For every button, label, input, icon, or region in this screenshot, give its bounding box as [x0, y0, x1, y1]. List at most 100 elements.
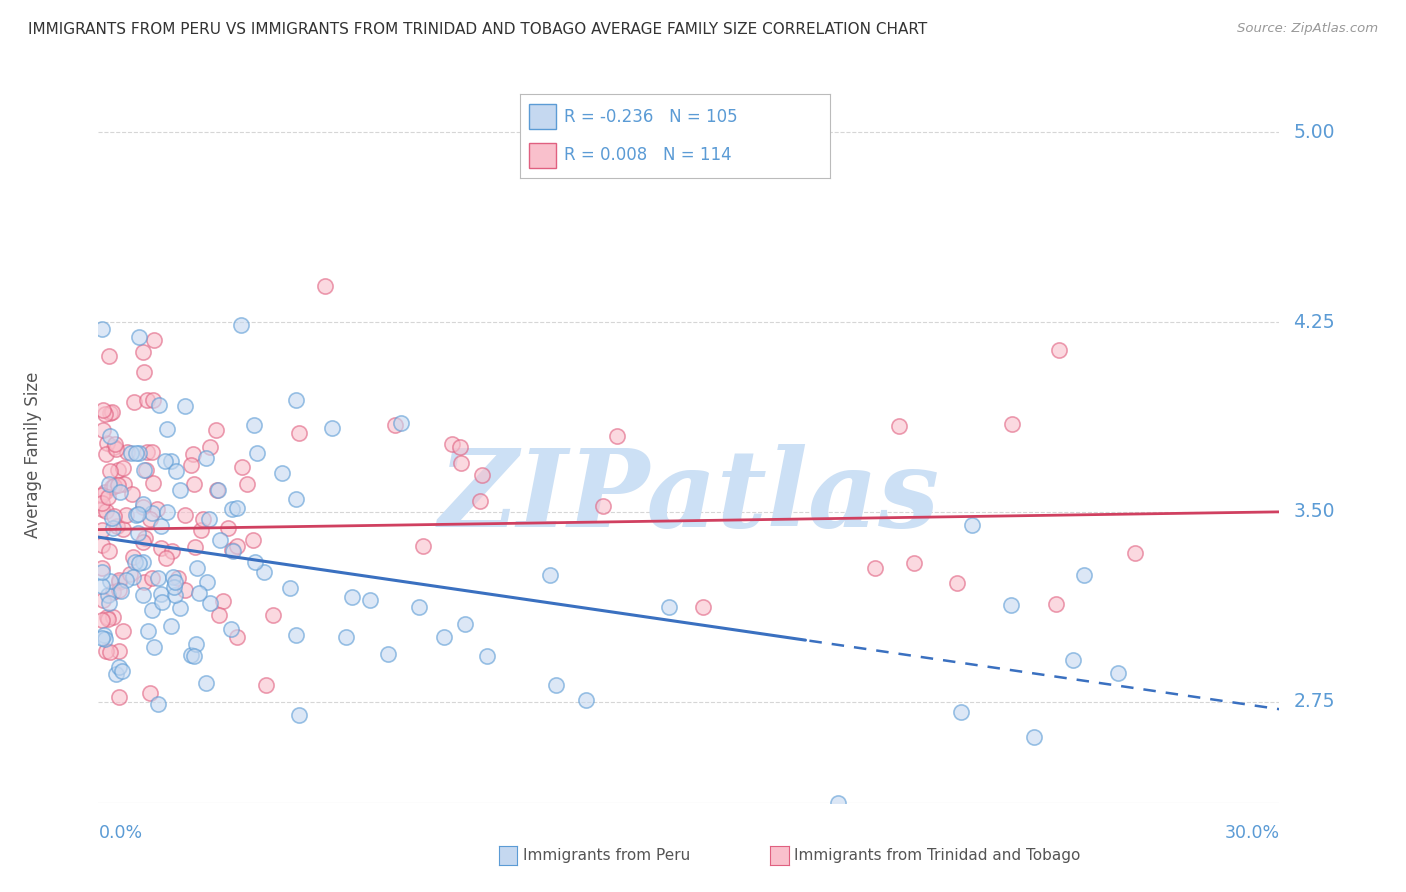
Point — [284, 491, 307, 506]
Point — [118, 566, 141, 581]
Point — [440, 437, 463, 451]
Point — [91, 496, 114, 510]
Point — [107, 582, 129, 597]
Point — [141, 506, 163, 520]
Point — [108, 690, 131, 705]
Point — [115, 444, 138, 458]
Point — [98, 428, 121, 442]
Point — [96, 644, 118, 658]
Point — [91, 631, 114, 645]
Point — [1047, 343, 1070, 357]
Point — [115, 573, 138, 587]
Point — [91, 523, 114, 537]
Point — [207, 483, 229, 498]
Point — [103, 440, 125, 454]
Point — [121, 570, 143, 584]
Point — [94, 504, 117, 518]
Point — [150, 519, 173, 533]
Point — [225, 500, 247, 515]
Point — [169, 601, 191, 615]
Point — [98, 406, 121, 420]
Point — [136, 624, 159, 638]
Point — [191, 511, 214, 525]
Point — [195, 676, 218, 690]
Point — [127, 508, 149, 522]
Point — [124, 508, 146, 522]
Point — [242, 533, 264, 547]
Point — [575, 693, 598, 707]
Point — [1000, 598, 1022, 612]
Point — [827, 796, 849, 810]
Point — [98, 464, 121, 478]
Point — [107, 478, 129, 492]
Point — [1123, 546, 1146, 560]
Point — [288, 708, 311, 723]
Point — [1045, 597, 1067, 611]
Point — [142, 476, 165, 491]
Point — [108, 659, 131, 673]
Point — [132, 500, 155, 514]
Point — [180, 648, 202, 662]
Point — [592, 499, 614, 513]
Point — [112, 522, 135, 536]
Bar — [530, 143, 555, 169]
Point — [104, 437, 127, 451]
Point — [93, 628, 115, 642]
Point — [657, 600, 679, 615]
Point — [945, 576, 967, 591]
Text: 5.00: 5.00 — [1294, 123, 1334, 142]
Point — [284, 393, 307, 408]
Text: Immigrants from Trinidad and Tobago: Immigrants from Trinidad and Tobago — [794, 848, 1081, 863]
Point — [219, 622, 242, 636]
Point — [120, 446, 142, 460]
Point — [270, 467, 292, 481]
Point — [156, 422, 179, 436]
Point — [107, 575, 129, 590]
Point — [471, 468, 494, 483]
Point — [91, 502, 114, 516]
Point — [384, 418, 406, 433]
Point — [97, 588, 120, 602]
Point — [131, 497, 153, 511]
Point — [128, 446, 150, 460]
Point — [321, 420, 343, 434]
Point — [132, 588, 155, 602]
Point — [91, 560, 114, 574]
Point — [195, 574, 218, 589]
Point — [546, 678, 568, 692]
Point — [165, 588, 187, 602]
Point — [692, 600, 714, 615]
Point — [98, 350, 121, 364]
Point — [100, 405, 122, 419]
Bar — [530, 103, 555, 129]
Point — [101, 609, 124, 624]
Point — [475, 648, 498, 663]
Point — [103, 479, 125, 493]
Point — [142, 640, 165, 655]
Point — [128, 329, 150, 343]
Point — [132, 535, 155, 549]
Point — [538, 568, 561, 582]
Point — [91, 423, 114, 437]
Point — [1062, 653, 1084, 667]
Point — [181, 447, 204, 461]
Point — [97, 544, 120, 558]
Text: Source: ZipAtlas.com: Source: ZipAtlas.com — [1237, 22, 1378, 36]
Point — [221, 543, 243, 558]
Point — [146, 697, 169, 711]
Point — [132, 345, 155, 359]
Point — [1107, 666, 1129, 681]
Point — [184, 540, 207, 554]
Point — [111, 665, 134, 679]
Point — [108, 644, 131, 658]
Point — [186, 637, 208, 651]
Point — [141, 571, 163, 585]
Point — [340, 591, 363, 605]
Point — [160, 544, 183, 558]
Point — [101, 521, 124, 535]
Point — [142, 393, 165, 408]
Point — [166, 570, 188, 584]
Point — [226, 539, 249, 553]
Point — [359, 593, 381, 607]
Point — [225, 630, 247, 644]
